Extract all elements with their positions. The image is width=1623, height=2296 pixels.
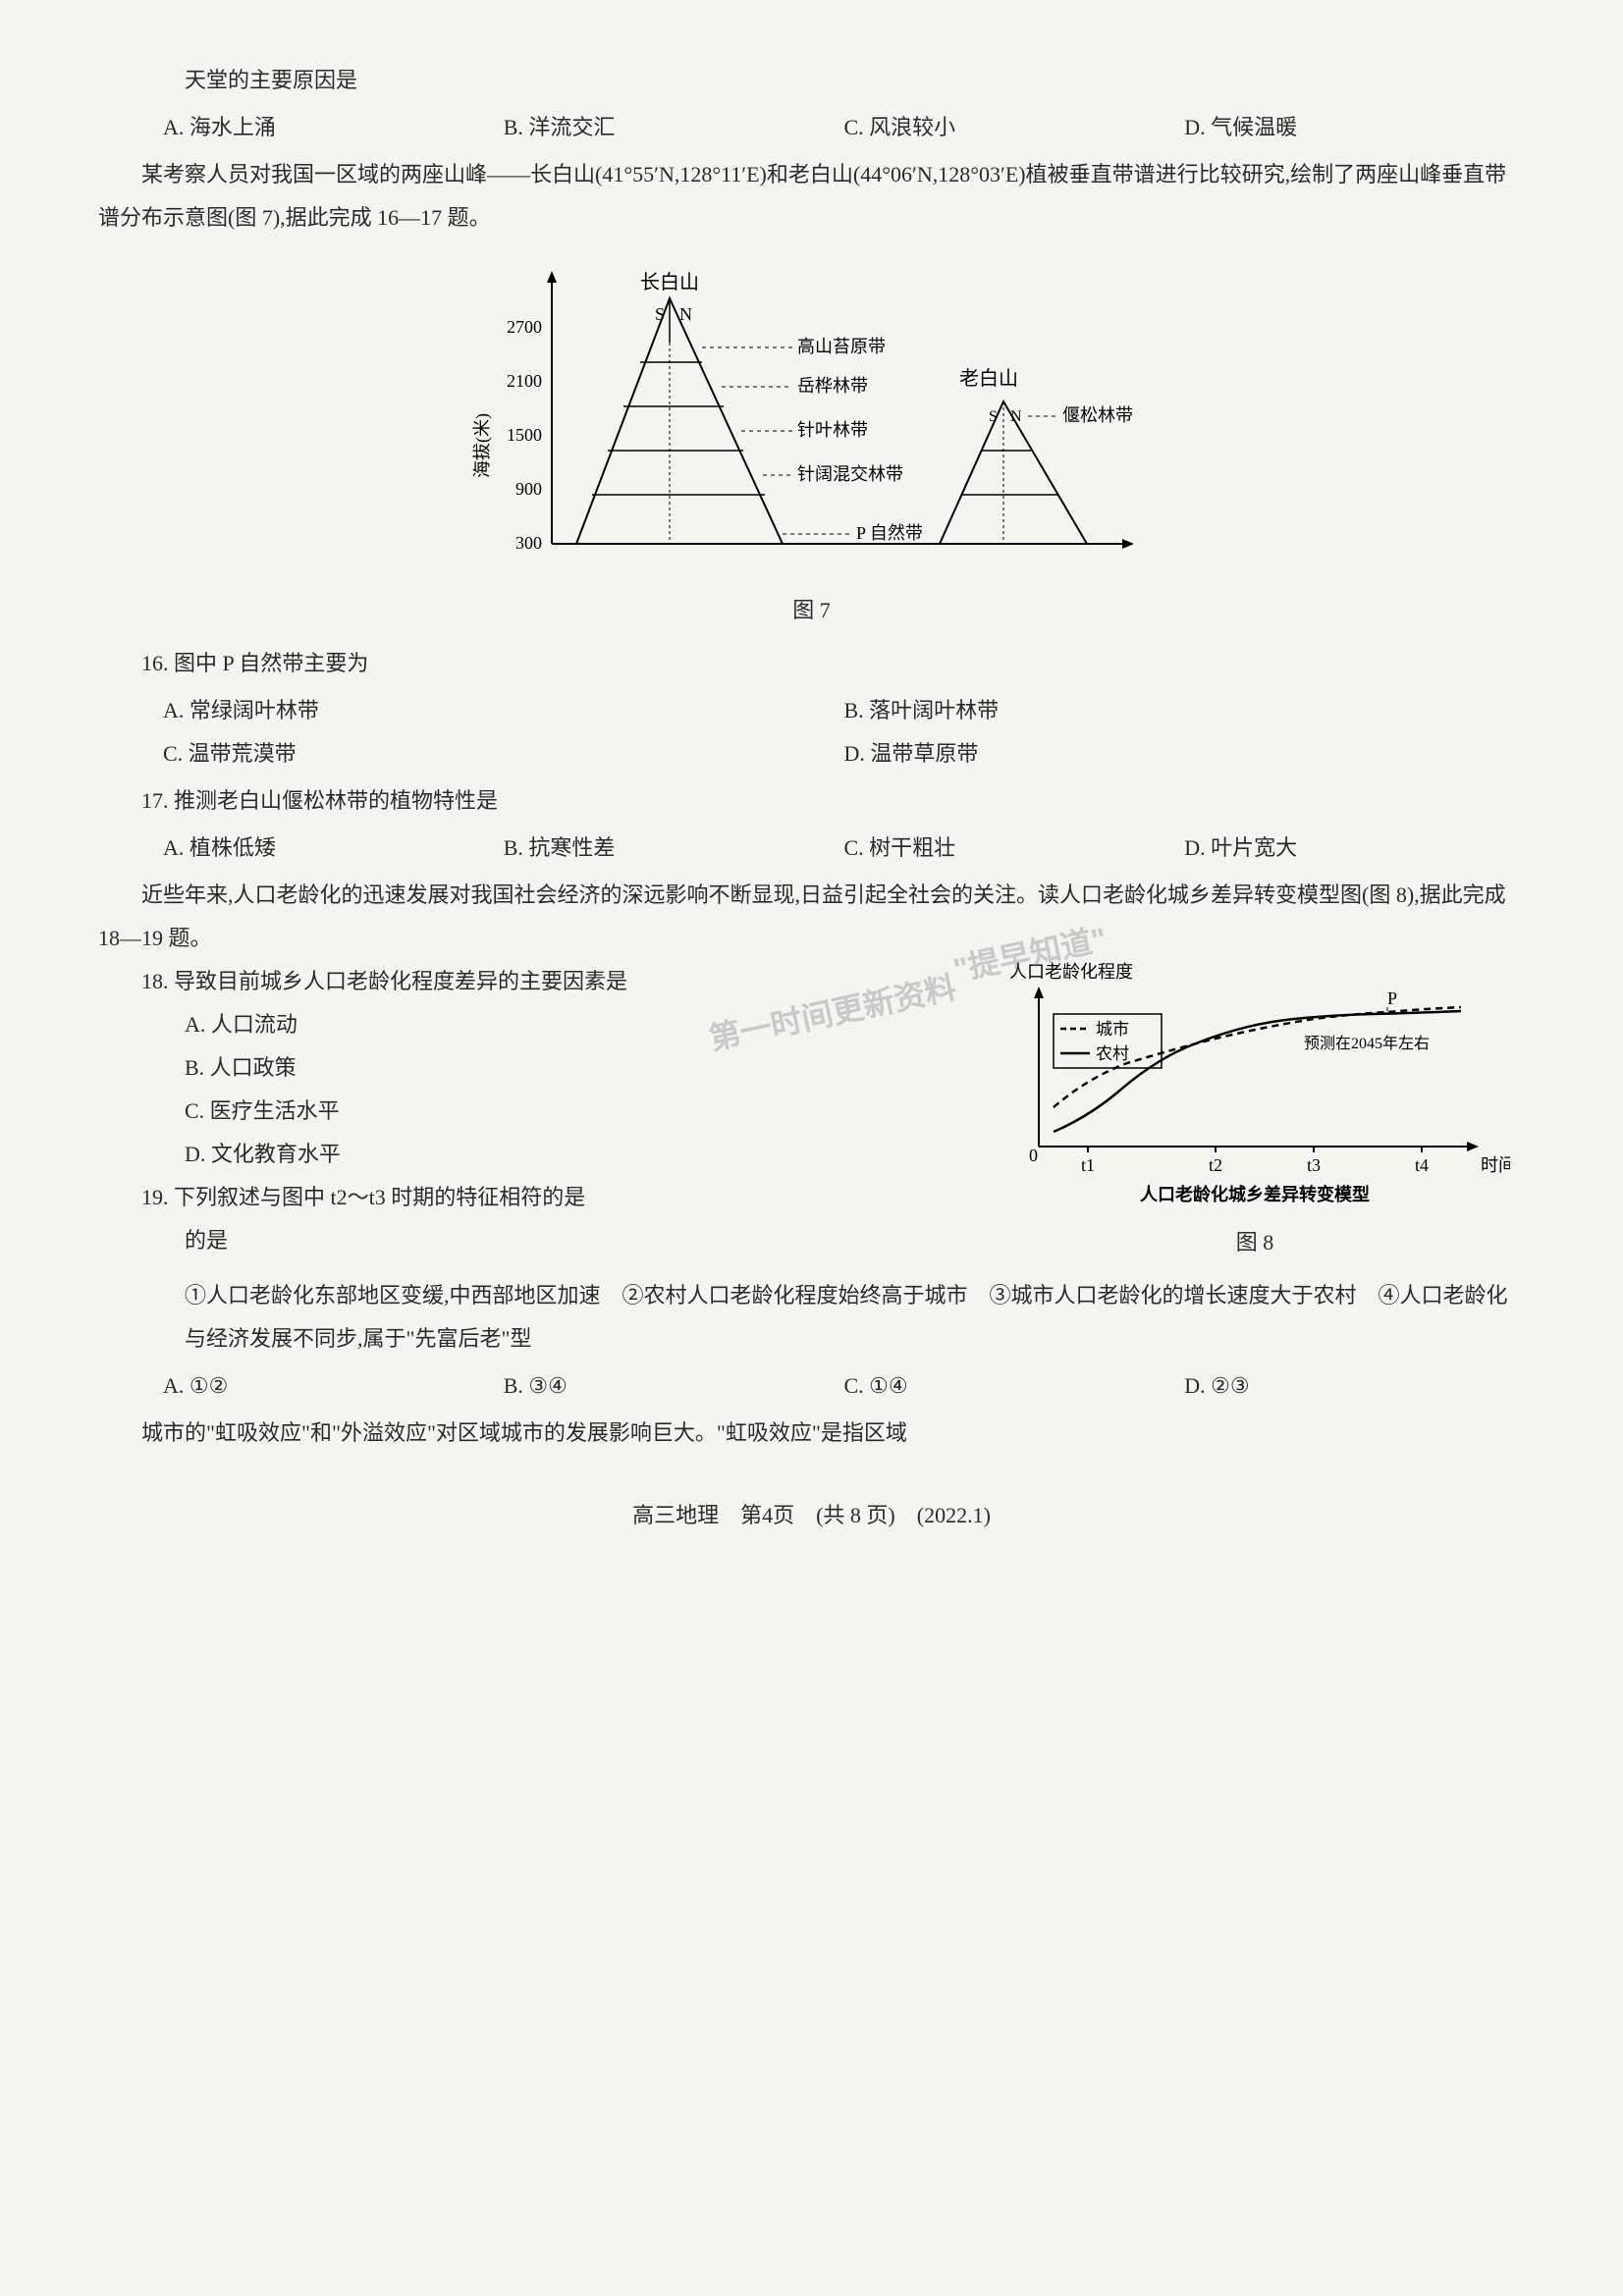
band-5: P 自然带 [856, 523, 923, 543]
q18-number: 18. [141, 969, 169, 993]
laobai-s: S [989, 408, 998, 425]
q19-number: 19. [141, 1185, 169, 1209]
q19-stem-tail: 的是 [98, 1219, 975, 1262]
footer-total: (共 8 页) [816, 1503, 895, 1527]
q17: 17. 推测老白山偃松林带的植物特性是 [98, 779, 1525, 823]
q19-opt-b: B. ③④ [504, 1364, 844, 1408]
fig8-legend: 城市 农村 [1054, 1014, 1162, 1068]
q17-opt-a: A. 植株低矮 [163, 827, 504, 870]
q19-statements: ①人口老龄化东部地区变缓,中西部地区加速 ②农村人口老龄化程度始终高于城市 ③城… [98, 1274, 1525, 1361]
fig8-t2: t2 [1209, 1155, 1222, 1175]
q15-option-b: B. 洋流交汇 [504, 106, 844, 149]
fig8-annot: 预测在2045年左右 [1304, 1035, 1430, 1052]
q18-opt-b: B. 人口政策 [185, 1046, 975, 1090]
changbai-n: N [679, 304, 692, 324]
ytick-300: 300 [515, 533, 542, 553]
q15-option-c: C. 风浪较小 [844, 106, 1185, 149]
q16-opt-a: A. 常绿阔叶林带 [163, 689, 844, 732]
q16-stem: 图中 P 自然带主要为 [174, 651, 368, 675]
laobai-title: 老白山 [959, 367, 1018, 390]
band-2: 岳桦林带 [797, 376, 868, 396]
passage-1: 某考察人员对我国一区域的两座山峰——长白山(41°55′N,128°11′E)和… [98, 153, 1525, 240]
q17-number: 17. [141, 788, 169, 813]
q16-opt-b: B. 落叶阔叶林带 [844, 689, 1526, 732]
q17-options: A. 植株低矮 B. 抗寒性差 C. 树干粗壮 D. 叶片宽大 [98, 827, 1525, 870]
figure-8-svg: 人口老龄化程度 0 t1 t2 t3 t4 时间 [1000, 960, 1510, 1215]
q16-options: A. 常绿阔叶林带 B. 落叶阔叶林带 C. 温带荒漠带 D. 温带草原带 [98, 689, 1525, 775]
q15-option-d: D. 气候温暖 [1184, 106, 1525, 149]
fig8-legend-city: 城市 [1096, 1020, 1129, 1039]
q19-stem: 下列叙述与图中 t2～t3 时期的特征相符的是 [174, 1185, 585, 1209]
footer-page: 第4页 [740, 1503, 794, 1527]
q18-opt-c: C. 医疗生活水平 [185, 1090, 975, 1133]
q18-options: A. 人口流动 B. 人口政策 C. 医疗生活水平 D. 文化教育水平 [98, 1003, 975, 1176]
q19-options: A. ①② B. ③④ C. ①④ D. ②③ [98, 1364, 1525, 1408]
fig8-t3: t3 [1307, 1155, 1321, 1175]
passage-3: 城市的"虹吸效应"和"外溢效应"对区域城市的发展影响巨大。"虹吸效应"是指区域 [98, 1412, 1525, 1455]
laobai-band: 偃松林带 [1062, 405, 1133, 425]
band-3: 针叶林带 [797, 420, 868, 440]
figure-7-container: 300 900 1500 2100 2700 海拔(米) 长白山 S [98, 249, 1525, 583]
q15-tail-text: 天堂的主要原因是 [185, 68, 357, 92]
fig8-xlabel: 时间 [1481, 1155, 1510, 1175]
fig8-t1: t1 [1081, 1155, 1095, 1175]
fig8-ylabel: 人口老龄化程度 [1009, 962, 1133, 982]
fig8-p: P [1387, 988, 1397, 1008]
q17-opt-b: B. 抗寒性差 [504, 827, 844, 870]
fig8-legend-rural: 农村 [1096, 1044, 1129, 1063]
ytick-2100: 2100 [507, 371, 542, 391]
q15-options: A. 海水上涌 B. 洋流交汇 C. 风浪较小 D. 气候温暖 [98, 106, 1525, 149]
q18-opt-d: D. 文化教育水平 [185, 1133, 975, 1176]
q16-opt-d: D. 温带草原带 [844, 732, 1526, 775]
q16: 16. 图中 P 自然带主要为 [98, 642, 1525, 685]
footer-date: (2022.1) [917, 1503, 991, 1527]
q18-opt-a: A. 人口流动 [185, 1003, 975, 1046]
q16-number: 16. [141, 651, 169, 675]
changbai-title: 长白山 [640, 271, 699, 294]
ytick-900: 900 [515, 479, 542, 499]
q19-opt-c: C. ①④ [844, 1364, 1185, 1408]
q19-opt-a: A. ①② [163, 1364, 504, 1408]
q18: 18. 导致目前城乡人口老龄化程度差异的主要因素是 [98, 960, 975, 1003]
page-footer: 高三地理 第4页 (共 8 页) (2022.1) [98, 1494, 1525, 1537]
q17-opt-d: D. 叶片宽大 [1184, 827, 1525, 870]
fig8-subtitle: 人口老龄化城乡差异转变模型 [1140, 1184, 1370, 1204]
changbai-s: S [655, 304, 665, 324]
passage-2: 近些年来,人口老龄化的迅速发展对我国社会经济的深远影响不断显现,日益引起全社会的… [98, 874, 1525, 960]
q17-opt-c: C. 树干粗壮 [844, 827, 1185, 870]
figure-8-caption: 图 8 [985, 1221, 1525, 1264]
footer-subject: 高三地理 [632, 1503, 719, 1527]
laobai-n: N [1010, 408, 1022, 425]
fig8-origin: 0 [1029, 1146, 1038, 1165]
ytick-2700: 2700 [507, 317, 542, 337]
q19: 19. 下列叙述与图中 t2～t3 时期的特征相符的是 [98, 1176, 975, 1219]
q16-opt-c: C. 温带荒漠带 [163, 732, 844, 775]
q18-stem: 导致目前城乡人口老龄化程度差异的主要因素是 [174, 969, 627, 993]
fig8-t4: t4 [1415, 1155, 1429, 1175]
q15-option-a: A. 海水上涌 [163, 106, 504, 149]
ytick-1500: 1500 [507, 425, 542, 445]
figure-7-svg: 300 900 1500 2100 2700 海拔(米) 长白山 S [459, 249, 1165, 583]
q15-stem-tail: 天堂的主要原因是 [98, 59, 1525, 102]
band-1: 高山苔原带 [797, 337, 886, 356]
q17-stem: 推测老白山偃松林带的植物特性是 [174, 788, 498, 813]
figure-7-caption: 图 7 [98, 589, 1525, 632]
band-4: 针阔混交林带 [797, 464, 903, 484]
y-axis-label: 海拔(米) [472, 413, 493, 478]
q19-opt-d: D. ②③ [1184, 1364, 1525, 1408]
